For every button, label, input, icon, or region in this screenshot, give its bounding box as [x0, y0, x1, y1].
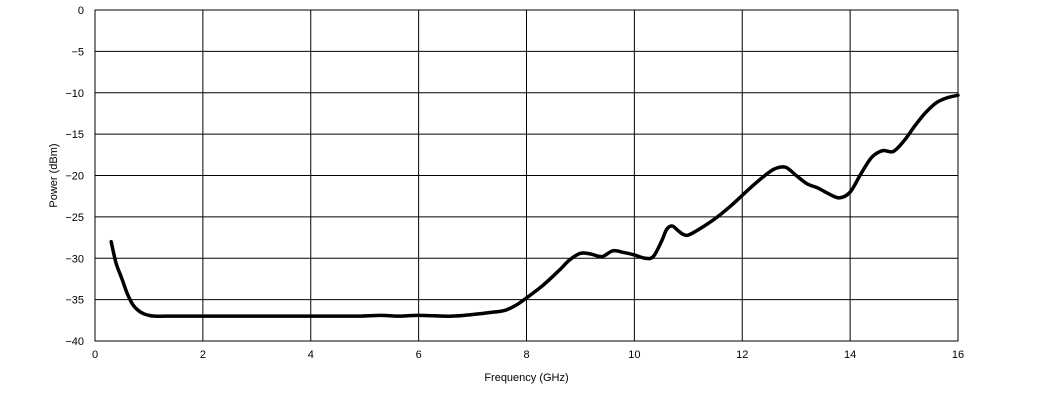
x-tick-label: 6	[416, 349, 422, 361]
y-tick-label: −30	[65, 253, 84, 265]
x-tick-label: 16	[952, 349, 964, 361]
x-tick-label: 10	[628, 349, 640, 361]
y-tick-label: −25	[65, 212, 84, 224]
x-tick-label: 0	[92, 349, 98, 361]
y-tick-label: 0	[78, 5, 84, 17]
y-tick-label: −20	[65, 171, 84, 183]
series-line-power	[109, 93, 960, 318]
y-tick-label: −35	[65, 295, 84, 307]
plot-frame	[94, 9, 959, 342]
x-tick-label: 14	[844, 349, 856, 361]
x-tick-label: 2	[200, 349, 206, 361]
y-tick-label: −40	[65, 336, 84, 348]
y-tick-label: −15	[65, 129, 84, 141]
y-tick-label: −10	[65, 88, 84, 100]
x-axis-ticks: 0 2 4 6 8 10 12 14 16	[92, 349, 964, 361]
x-tick-label: 8	[523, 349, 529, 361]
grid-lines	[94, 9, 959, 342]
y-axis-ticks: 0 −5 −10 −15 −20 −25 −30 −35 −40	[65, 5, 84, 348]
x-tick-label: 12	[736, 349, 748, 361]
y-tick-label: −5	[71, 46, 84, 58]
x-tick-label: 4	[308, 349, 314, 361]
y-axis-label: Power (dBm)	[48, 143, 60, 207]
x-axis-label: Frequency (GHz)	[484, 372, 568, 384]
